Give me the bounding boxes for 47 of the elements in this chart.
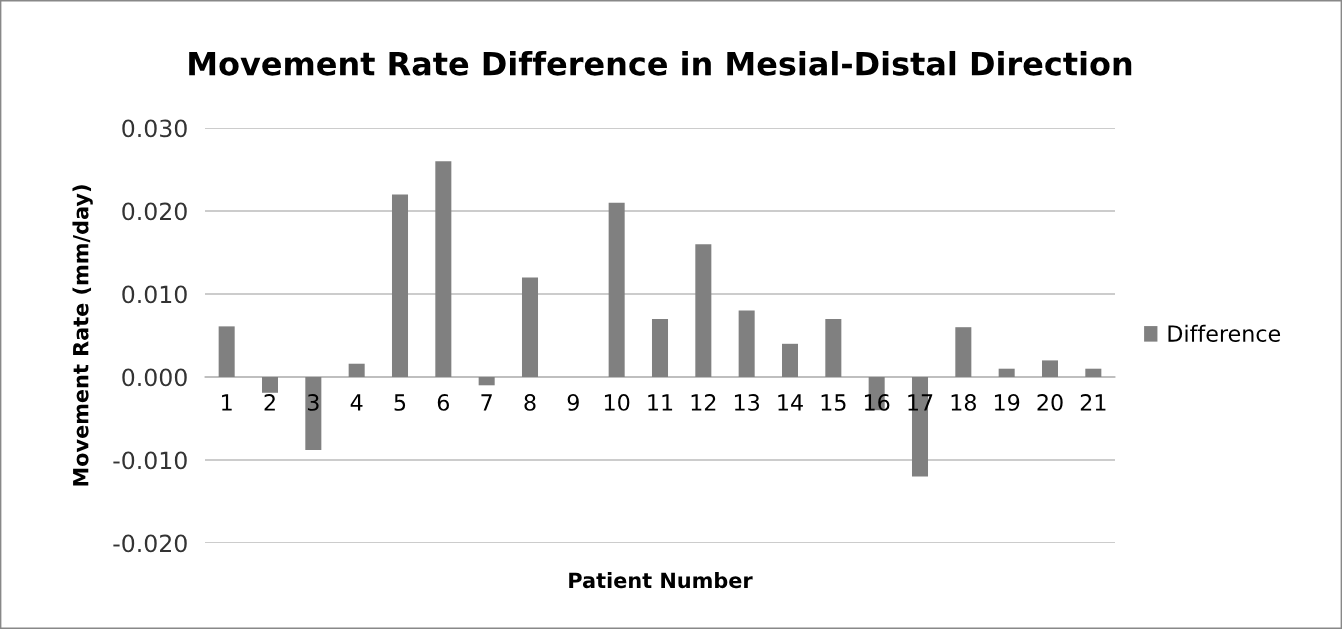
bar bbox=[391, 194, 409, 377]
y-tick-label: -0.020 bbox=[113, 534, 187, 553]
bar bbox=[261, 377, 279, 393]
x-tick-label: 14 bbox=[778, 394, 803, 411]
x-tick-label: 2 bbox=[264, 394, 275, 411]
x-tick-label: 4 bbox=[350, 394, 363, 411]
bar bbox=[695, 244, 712, 377]
bar bbox=[998, 368, 1015, 377]
y-axis-title: Movement Rate (mm/day) bbox=[72, 185, 93, 486]
bar bbox=[521, 277, 539, 377]
x-tick-label: 6 bbox=[437, 394, 449, 411]
x-tick-label: 19 bbox=[994, 394, 1020, 411]
x-tick-label: 13 bbox=[734, 394, 760, 411]
bar bbox=[1041, 360, 1059, 377]
y-tick-label: 0.030 bbox=[122, 119, 187, 138]
bar bbox=[738, 310, 755, 377]
y-tick-label: 0.000 bbox=[122, 368, 187, 387]
x-tick-label: 10 bbox=[604, 394, 630, 411]
x-tick-label: 11 bbox=[648, 394, 673, 411]
x-tick-label: 21 bbox=[1080, 394, 1106, 411]
bar bbox=[955, 327, 972, 377]
bar bbox=[651, 318, 669, 377]
x-tick-label: 7 bbox=[481, 394, 492, 411]
bar bbox=[781, 343, 799, 377]
x-tick-label: 20 bbox=[1037, 394, 1063, 411]
legend-label: Difference bbox=[1168, 324, 1281, 342]
x-tick-label: 3 bbox=[307, 394, 319, 411]
bar bbox=[478, 377, 495, 386]
bar bbox=[218, 326, 235, 377]
bar bbox=[1085, 368, 1102, 377]
x-tick-label: 8 bbox=[524, 394, 536, 411]
x-tick-label: 5 bbox=[394, 394, 406, 411]
bar bbox=[825, 318, 842, 377]
y-tick-label: 0.010 bbox=[122, 285, 187, 304]
y-tick-label: 0.020 bbox=[122, 202, 187, 221]
x-tick-label: 18 bbox=[951, 394, 976, 411]
bar bbox=[435, 161, 452, 377]
bar bbox=[348, 363, 365, 377]
bar bbox=[305, 377, 322, 451]
x-tick-label: 9 bbox=[567, 394, 579, 411]
bar bbox=[608, 202, 625, 377]
chart-title: Movement Rate Difference in Mesial-Distal Direction bbox=[189, 50, 1132, 76]
x-tick-label: 12 bbox=[691, 394, 716, 411]
y-tick-label: -0.010 bbox=[113, 451, 187, 470]
x-tick-label: 15 bbox=[821, 394, 846, 411]
x-tick-label: 1 bbox=[222, 394, 232, 411]
x-axis-title: Patient Number bbox=[569, 572, 753, 589]
